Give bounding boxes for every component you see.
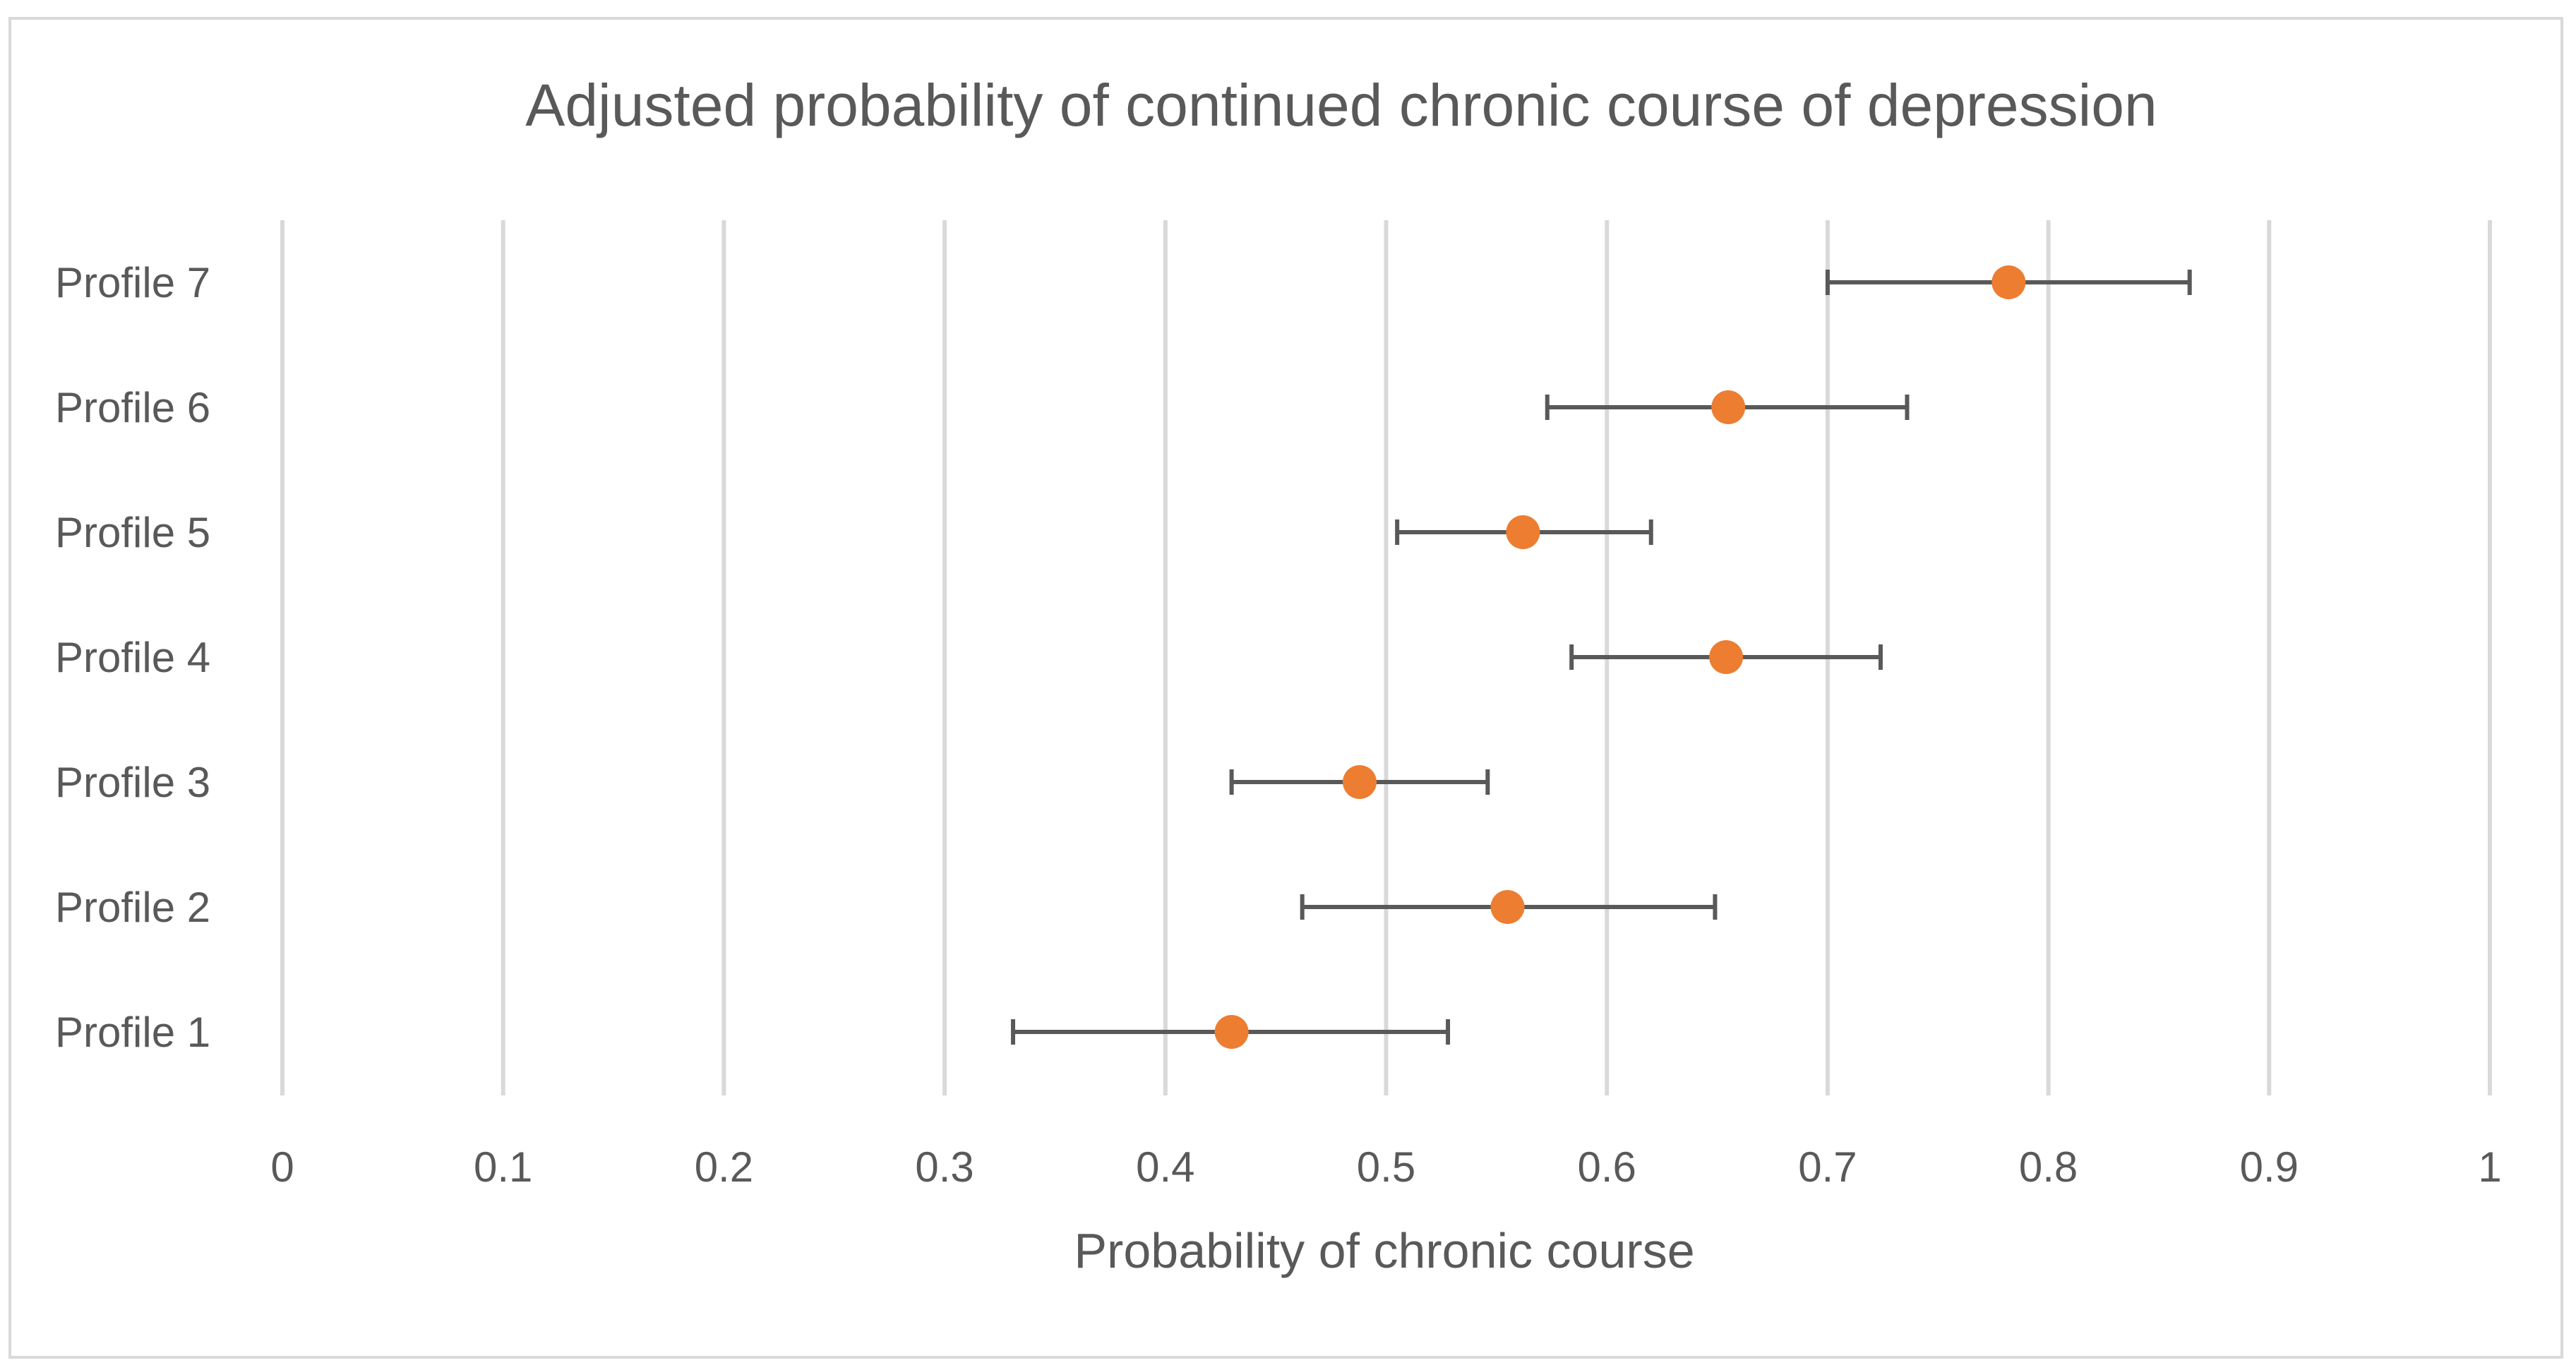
data-point [1991,265,2026,299]
error-bars [1011,270,2192,1045]
gridlines [280,220,2492,1095]
x-tick-label: 0.4 [1136,1143,1194,1191]
data-point [1342,765,1377,799]
category-label: Profile 3 [55,759,210,806]
data-point [1490,890,1525,924]
category-label: Profile 6 [55,384,210,431]
category-label: Profile 2 [55,884,210,931]
x-tick-label: 0.2 [695,1143,753,1191]
x-tick-label: 0.1 [474,1143,532,1191]
chart-title: Adjusted probability of continued chroni… [525,72,2157,138]
data-point [1709,640,1744,674]
data-point [1711,390,1746,424]
data-point [1214,1015,1249,1049]
category-label: Profile 4 [55,634,210,681]
x-tick-label: 0 [270,1143,294,1191]
x-tick-label: 0.9 [2240,1143,2299,1191]
data-points [1214,265,2026,1049]
category-label: Profile 7 [55,259,210,306]
data-point [1506,515,1540,549]
category-label: Profile 1 [55,1009,210,1056]
x-tick-label: 0.3 [915,1143,974,1191]
x-tick-label: 0.8 [2019,1143,2078,1191]
x-tick-label: 1 [2478,1143,2501,1191]
category-label: Profile 5 [55,509,210,556]
x-tick-label: 0.6 [1577,1143,1636,1191]
chart-frame [8,17,2563,1359]
x-tick-label: 0.5 [1357,1143,1415,1191]
y-axis-category-labels: Profile 1 Profile 2 Profile 3 Profile 4 Prof… [55,259,210,1056]
x-axis-title: Probability of chronic course [1074,1223,1694,1278]
x-axis-tick-labels: 0 0.1 0.2 0.3 0.4 0.5 0.6 0.7 0.8 0.9 1 [270,1143,2501,1191]
x-tick-label: 0.7 [1798,1143,1857,1191]
